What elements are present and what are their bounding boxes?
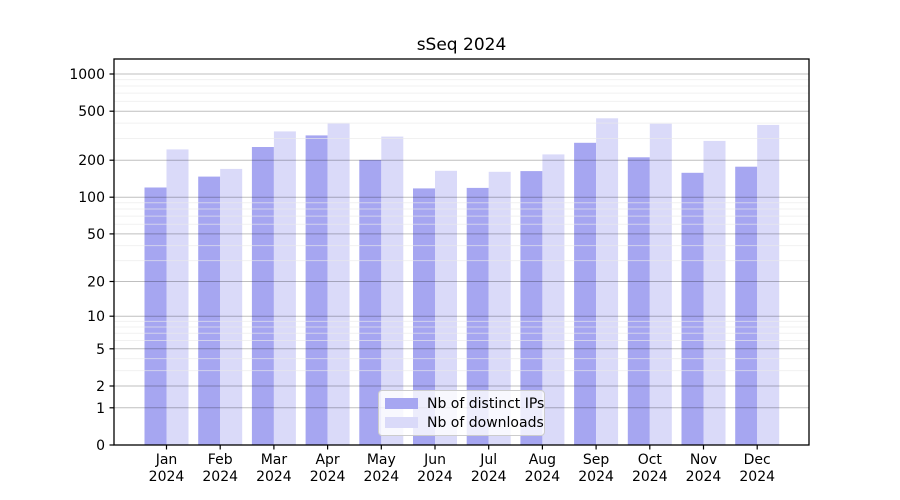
x-tick-label-month: May [367,452,396,468]
x-tick-label-year: 2024 [686,469,722,485]
y-tick-label: 0 [96,438,105,454]
x-tick-label-year: 2024 [202,469,238,485]
x-tick-label-year: 2024 [256,469,292,485]
legend-swatch-distinct-ips [385,398,418,409]
y-tick-label: 5 [96,342,105,358]
bar-nb-of-distinct-ips-jan-2024 [144,187,167,445]
x-tick-label-year: 2024 [471,469,507,485]
bar-nb-of-downloads-dec-2024 [757,124,780,446]
y-tick-label: 2 [96,379,105,395]
bar-nb-of-distinct-ips-feb-2024 [198,176,221,445]
chart-title: sSeq 2024 [416,35,507,55]
x-tick-label-year: 2024 [739,469,775,485]
legend-label-distinct-ips: Nb of distinct IPs [427,395,545,412]
x-tick-label-month: Jun [423,452,446,468]
x-tick-label-month: Jul [479,452,497,468]
x-tick-label-month: Sep [583,452,610,468]
legend-item-downloads: Nb of downloads [385,413,544,432]
bar-nb-of-distinct-ips-oct-2024 [627,157,650,446]
legend-swatch-downloads [385,417,418,428]
x-tick-label-year: 2024 [363,469,399,485]
bar-nb-of-downloads-jun-2024 [435,170,457,446]
bar-nb-of-downloads-feb-2024 [220,168,243,445]
bar-nb-of-downloads-nov-2024 [703,140,726,445]
y-tick-label: 50 [87,227,105,243]
y-tick-label: 1 [96,401,105,417]
plot-frame [113,58,810,446]
bar-nb-of-downloads-oct-2024 [649,123,672,445]
y-tick-label: 100 [78,190,105,206]
x-tick-label-month: Jan [155,452,178,468]
chart-legend: Nb of distinct IPs Nb of downloads [378,390,545,436]
bar-nb-of-downloads-jul-2024 [488,171,511,446]
x-tick-label-month: Apr [315,452,339,468]
x-tick-label-month: Nov [690,452,717,468]
x-tick-label-month: Dec [744,452,771,468]
y-tick-label: 200 [78,153,105,169]
x-tick-label-year: 2024 [632,469,668,485]
bar-nb-of-downloads-may-2024 [381,136,404,445]
legend-item-distinct-ips: Nb of distinct IPs [385,394,544,413]
bar-nb-of-downloads-jan-2024 [166,149,189,445]
legend-label-downloads: Nb of downloads [427,414,544,431]
x-tick-label-month: Oct [638,452,663,468]
bar-nb-of-distinct-ips-may-2024 [359,159,382,445]
x-tick-label-year: 2024 [578,469,614,485]
y-tick-label: 10 [87,309,105,325]
bar-nb-of-distinct-ips-jul-2024 [466,187,489,445]
x-tick-label-year: 2024 [149,469,185,485]
y-tick-label: 1000 [69,67,105,83]
bar-nb-of-downloads-aug-2024 [542,154,565,445]
x-tick-label-month: Mar [261,452,288,468]
bar-nb-of-distinct-ips-apr-2024 [305,135,328,445]
y-tick-label: 500 [78,104,105,120]
y-tick-label: 20 [87,275,105,291]
bar-nb-of-distinct-ips-dec-2024 [735,166,758,445]
bar-nb-of-distinct-ips-nov-2024 [681,172,704,446]
bar-nb-of-distinct-ips-sep-2024 [574,142,597,446]
bar-nb-of-downloads-apr-2024 [327,123,350,445]
bar-nb-of-downloads-mar-2024 [273,131,296,445]
x-tick-label-year: 2024 [310,469,346,485]
bar-nb-of-distinct-ips-jun-2024 [413,188,435,445]
bar-nb-of-distinct-ips-aug-2024 [520,171,543,445]
x-tick-label-month: Aug [529,452,556,468]
bar-nb-of-downloads-sep-2024 [596,118,619,446]
x-tick-label-year: 2024 [525,469,561,485]
x-tick-label-year: 2024 [417,469,453,485]
x-tick-label-month: Feb [208,452,233,468]
bar-nb-of-distinct-ips-mar-2024 [251,147,274,445]
